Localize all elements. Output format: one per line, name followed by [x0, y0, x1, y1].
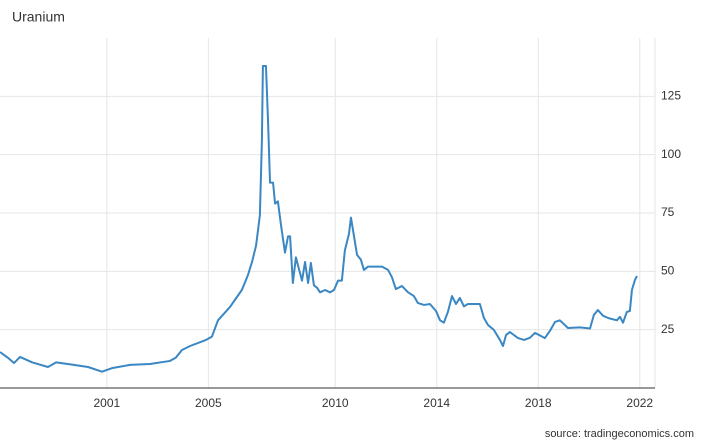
- x-tick-label: 2005: [195, 396, 222, 410]
- y-tick-label: 75: [661, 205, 675, 219]
- x-tick-label: 2022: [626, 396, 653, 410]
- x-tick-label: 2010: [322, 396, 349, 410]
- x-tick-label: 2018: [525, 396, 552, 410]
- x-tick-label: 2001: [93, 396, 120, 410]
- chart-title: Uranium: [12, 9, 65, 25]
- line-series: [0, 65, 638, 373]
- y-tick-label: 25: [661, 322, 675, 336]
- y-tick-label: 100: [661, 147, 681, 161]
- x-tick-label: 2014: [423, 396, 450, 410]
- y-tick-label: 50: [661, 264, 675, 278]
- source: source: tradingeconomics.com: [545, 428, 694, 440]
- y-tick-label: 125: [661, 89, 681, 103]
